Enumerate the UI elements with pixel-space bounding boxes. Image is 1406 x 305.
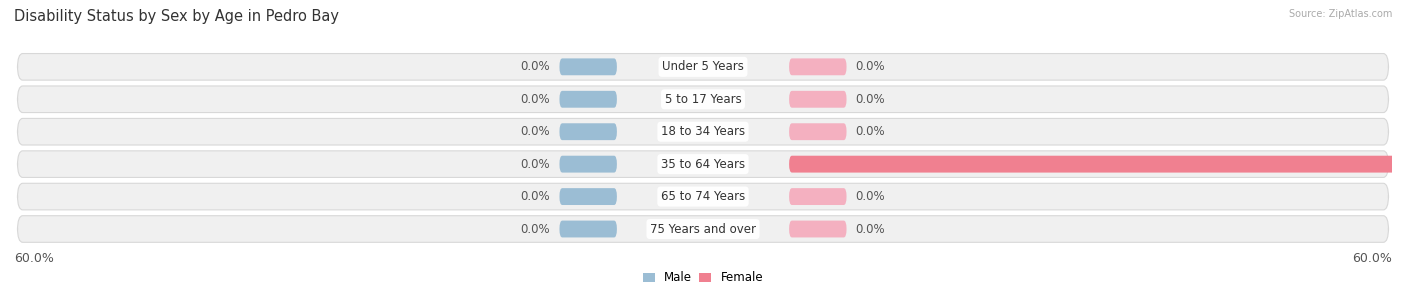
Text: 35 to 64 Years: 35 to 64 Years	[661, 158, 745, 170]
Text: 0.0%: 0.0%	[856, 125, 886, 138]
Text: 0.0%: 0.0%	[520, 158, 550, 170]
Text: 0.0%: 0.0%	[856, 223, 886, 235]
Text: 5 to 17 Years: 5 to 17 Years	[665, 93, 741, 106]
Text: 0.0%: 0.0%	[856, 60, 886, 73]
Text: 0.0%: 0.0%	[520, 223, 550, 235]
FancyBboxPatch shape	[789, 156, 1406, 173]
FancyBboxPatch shape	[789, 221, 846, 238]
Text: 60.0%: 60.0%	[14, 252, 53, 265]
Text: 0.0%: 0.0%	[520, 93, 550, 106]
FancyBboxPatch shape	[789, 58, 846, 75]
Text: Source: ZipAtlas.com: Source: ZipAtlas.com	[1288, 9, 1392, 19]
FancyBboxPatch shape	[17, 216, 1389, 242]
Text: 0.0%: 0.0%	[856, 93, 886, 106]
FancyBboxPatch shape	[17, 151, 1389, 178]
FancyBboxPatch shape	[560, 156, 617, 173]
Text: 60.0%: 60.0%	[1353, 252, 1392, 265]
Legend: Male, Female: Male, Female	[638, 267, 768, 289]
FancyBboxPatch shape	[560, 91, 617, 108]
FancyBboxPatch shape	[17, 86, 1389, 113]
Text: 0.0%: 0.0%	[520, 190, 550, 203]
Text: 0.0%: 0.0%	[520, 60, 550, 73]
Text: 18 to 34 Years: 18 to 34 Years	[661, 125, 745, 138]
Text: Disability Status by Sex by Age in Pedro Bay: Disability Status by Sex by Age in Pedro…	[14, 9, 339, 24]
FancyBboxPatch shape	[17, 118, 1389, 145]
FancyBboxPatch shape	[789, 91, 846, 108]
FancyBboxPatch shape	[789, 188, 846, 205]
FancyBboxPatch shape	[789, 123, 846, 140]
FancyBboxPatch shape	[560, 58, 617, 75]
FancyBboxPatch shape	[560, 123, 617, 140]
FancyBboxPatch shape	[17, 183, 1389, 210]
FancyBboxPatch shape	[560, 221, 617, 238]
Text: 75 Years and over: 75 Years and over	[650, 223, 756, 235]
Text: 65 to 74 Years: 65 to 74 Years	[661, 190, 745, 203]
Text: Under 5 Years: Under 5 Years	[662, 60, 744, 73]
FancyBboxPatch shape	[17, 54, 1389, 80]
Text: 57.1%: 57.1%	[1395, 158, 1406, 170]
FancyBboxPatch shape	[560, 188, 617, 205]
Text: 0.0%: 0.0%	[856, 190, 886, 203]
Text: 0.0%: 0.0%	[520, 125, 550, 138]
